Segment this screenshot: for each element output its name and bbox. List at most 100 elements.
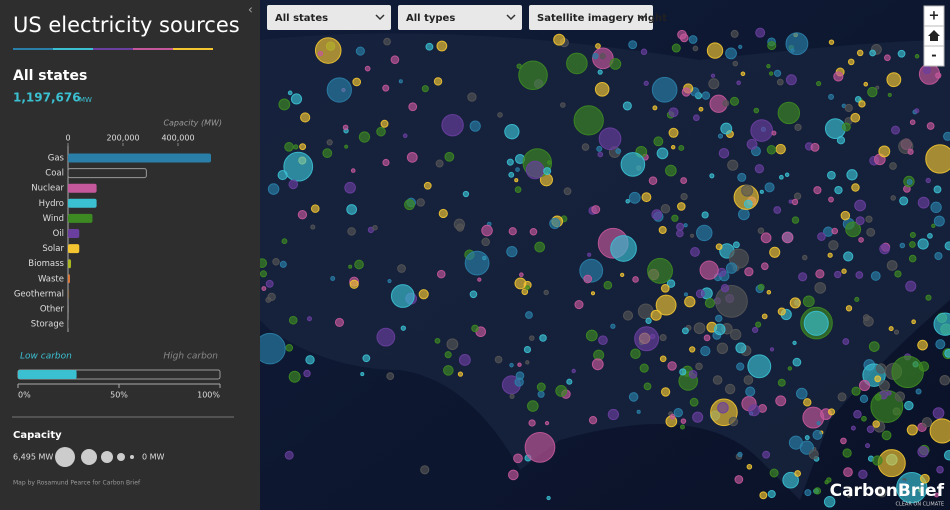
plant-dot bbox=[303, 369, 311, 378]
plant-dot bbox=[423, 181, 432, 190]
plant-dot bbox=[842, 448, 852, 458]
plant-dot bbox=[886, 390, 892, 396]
plant-dot bbox=[816, 421, 821, 426]
plant-dot bbox=[785, 32, 809, 56]
plant-dot bbox=[872, 455, 883, 466]
plant-dot bbox=[622, 101, 632, 111]
plant-dot bbox=[397, 264, 406, 273]
plant-dot bbox=[514, 186, 522, 193]
plant-dot bbox=[933, 185, 942, 194]
plant-dot bbox=[743, 199, 753, 209]
plant-dot bbox=[777, 307, 786, 316]
plant-dot bbox=[788, 435, 803, 450]
plant-dot bbox=[583, 274, 593, 284]
plant-dot bbox=[689, 397, 699, 407]
plant-dot bbox=[656, 147, 669, 160]
plant-dot bbox=[622, 310, 634, 321]
zoom-in-text: + bbox=[929, 9, 940, 24]
plant-dot bbox=[858, 100, 866, 108]
plant-dot bbox=[905, 280, 917, 292]
plant-dot bbox=[585, 329, 598, 342]
plant-dot bbox=[708, 78, 720, 90]
plant-dot bbox=[652, 105, 658, 111]
plant-dot bbox=[438, 208, 448, 219]
plant-dot bbox=[547, 160, 552, 165]
plant-dot bbox=[802, 254, 808, 261]
plant-dot bbox=[658, 225, 667, 235]
plant-dot bbox=[894, 270, 902, 278]
plant-dot bbox=[528, 419, 536, 427]
plant-dot bbox=[406, 151, 418, 163]
size-legend-title: Capacity bbox=[13, 430, 62, 441]
basemap-select[interactable]: Satellite imagery night bbox=[529, 5, 667, 30]
plant-dot bbox=[634, 326, 660, 352]
plant-dot bbox=[889, 162, 897, 170]
plant-dot bbox=[681, 87, 691, 97]
plant-dot bbox=[418, 289, 429, 300]
plant-dot bbox=[766, 145, 777, 155]
plant-dot bbox=[764, 182, 775, 193]
plant-dot bbox=[659, 355, 667, 363]
plant-dot bbox=[792, 357, 802, 367]
bar bbox=[68, 183, 97, 193]
plant-dot bbox=[836, 136, 846, 145]
plant-dot bbox=[265, 296, 272, 303]
plant-dot bbox=[909, 241, 916, 248]
plant-dot bbox=[897, 49, 906, 58]
plant-dot bbox=[875, 85, 880, 90]
plant-dot bbox=[346, 204, 358, 215]
plant-dot bbox=[314, 37, 342, 64]
category-label: Waste bbox=[38, 274, 64, 284]
plant-dots bbox=[254, 27, 950, 508]
plant-dot bbox=[914, 108, 920, 114]
plant-dot bbox=[647, 257, 673, 284]
plant-dot bbox=[390, 55, 400, 64]
plant-dot bbox=[929, 418, 950, 444]
plant-dot bbox=[766, 64, 771, 69]
plant-dot bbox=[497, 112, 503, 118]
bar bbox=[68, 229, 80, 238]
plant-dot bbox=[858, 237, 864, 243]
plant-dot bbox=[817, 232, 826, 241]
type-select[interactable]: All types bbox=[398, 5, 522, 30]
plant-dot bbox=[891, 125, 900, 135]
plant-dot bbox=[917, 196, 930, 209]
plant-dot bbox=[279, 260, 287, 268]
plant-dot bbox=[815, 269, 825, 279]
plant-dot bbox=[743, 375, 754, 385]
plant-dot bbox=[710, 73, 716, 78]
plant-dot bbox=[362, 354, 371, 363]
plant-dot bbox=[651, 209, 663, 220]
home-button[interactable] bbox=[923, 25, 945, 47]
low-carbon-label: Low carbon bbox=[20, 352, 72, 362]
plant-dot bbox=[596, 145, 603, 152]
plant-dot bbox=[909, 231, 916, 238]
plant-dot bbox=[400, 325, 407, 331]
plant-dot bbox=[306, 316, 312, 322]
plant-dot bbox=[402, 133, 408, 139]
plant-dot bbox=[831, 227, 839, 235]
plant-dot bbox=[767, 489, 776, 499]
plant-dot bbox=[755, 321, 762, 328]
plant-dot bbox=[527, 400, 539, 412]
plant-dot bbox=[788, 199, 793, 204]
zoom-in[interactable]: + bbox=[923, 5, 945, 27]
plant-dot bbox=[887, 92, 892, 97]
plant-dot bbox=[869, 49, 876, 57]
size-circles bbox=[55, 447, 134, 467]
plant-dot bbox=[917, 446, 929, 458]
plant-dot bbox=[841, 122, 851, 132]
plant-dot bbox=[513, 453, 523, 464]
plant-dot bbox=[854, 96, 862, 103]
collapse-button[interactable]: ‹ bbox=[248, 3, 253, 17]
plant-dot bbox=[828, 93, 835, 100]
plant-dot bbox=[909, 119, 916, 126]
plant-dot bbox=[344, 181, 356, 194]
plant-dot bbox=[525, 311, 533, 319]
plant-dot bbox=[776, 78, 784, 86]
plant-dot bbox=[874, 375, 882, 383]
state-select[interactable]: All states bbox=[267, 5, 391, 30]
plant-dot bbox=[390, 284, 415, 308]
zoom-out[interactable]: - bbox=[923, 45, 945, 67]
bar bbox=[68, 304, 69, 314]
